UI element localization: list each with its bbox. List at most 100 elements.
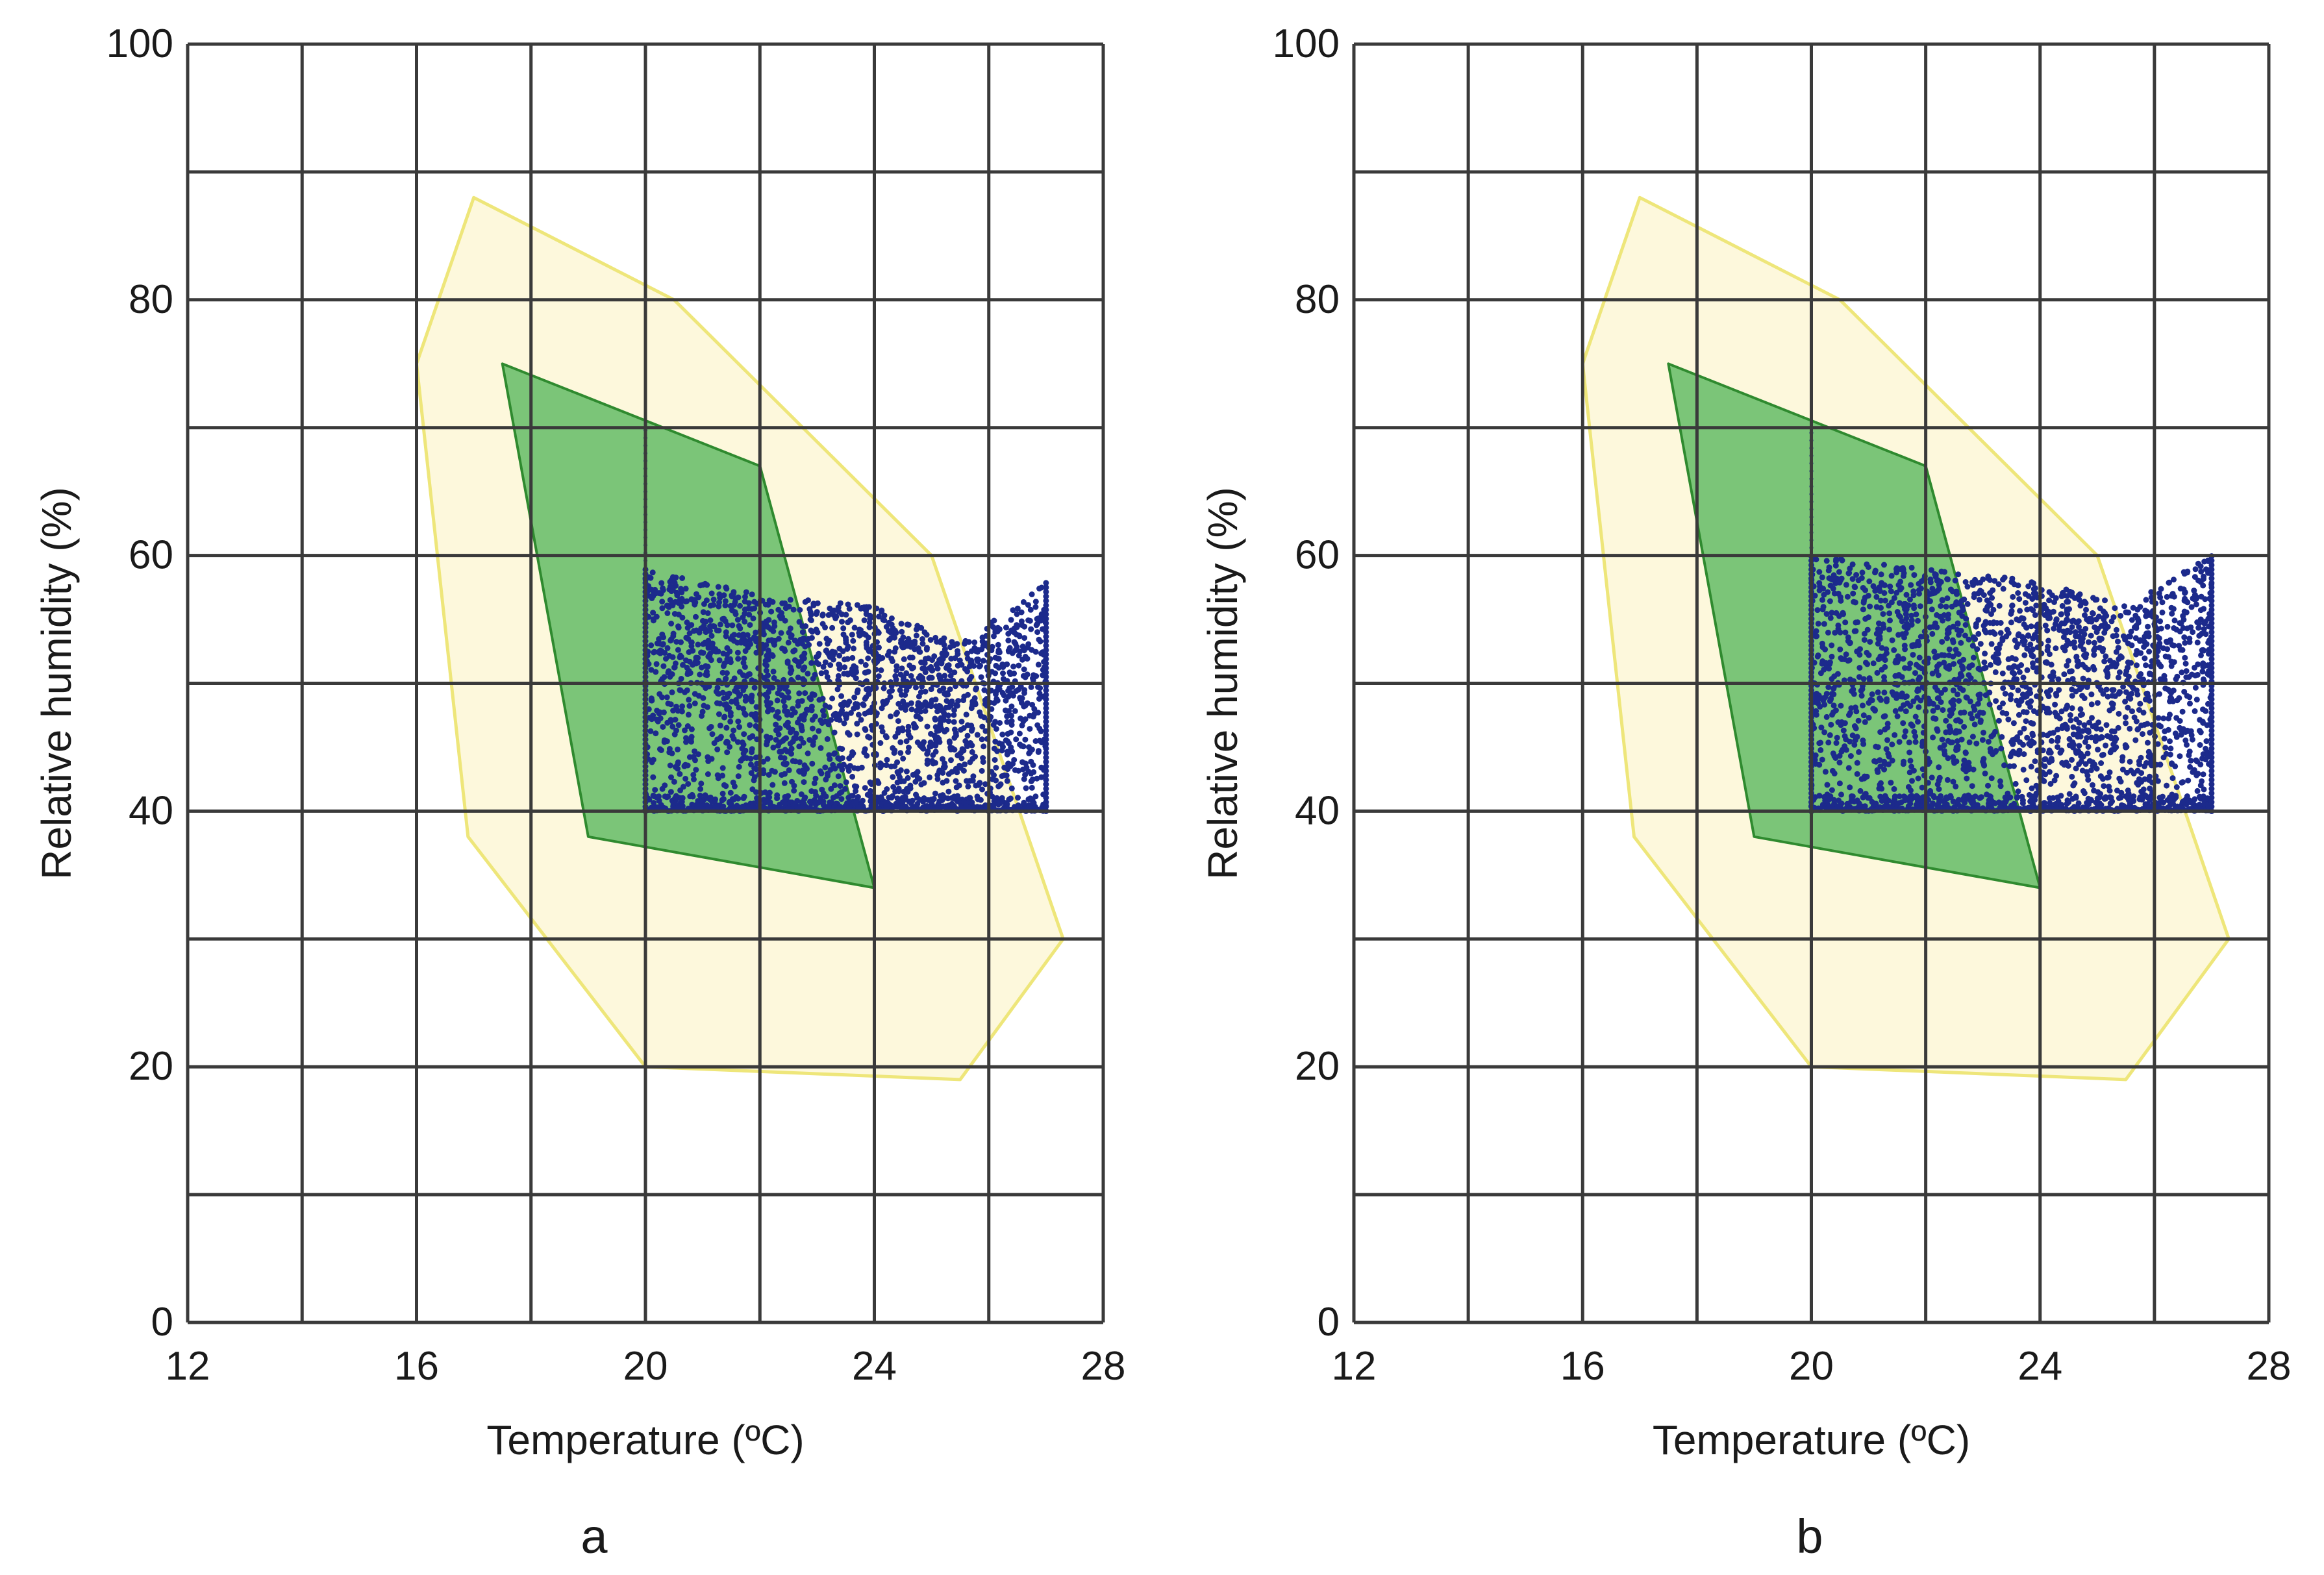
data-point [1911,605,1918,612]
data-point [1815,621,1821,627]
data-point [1866,715,1872,721]
data-point [2173,715,2180,721]
data-point [2105,693,2111,700]
data-point [1936,777,1942,784]
data-point [951,712,957,718]
data-point [2060,723,2066,729]
data-point [2077,706,2084,712]
data-point [2023,684,2029,690]
data-point [921,629,928,636]
data-point [838,796,845,802]
data-point [1821,621,1827,627]
data-point [1914,695,1920,701]
data-point [1851,741,1858,748]
data-point [790,706,796,712]
data-point [2081,722,2088,728]
data-point [1854,771,1860,777]
data-point [1913,611,1919,617]
data-point [2016,596,2023,602]
data-point [2045,691,2051,697]
data-point [2195,577,2201,584]
data-point [964,722,971,728]
data-point [2028,623,2034,630]
data-point [1043,642,1049,649]
data-point [1820,586,1827,592]
data-point [2055,744,2061,750]
data-point [2145,693,2151,700]
data-point [656,691,663,697]
data-point [1873,604,1880,610]
data-point [1008,785,1015,791]
data-point [684,723,691,729]
data-point [1951,661,1957,667]
data-point [1856,674,1862,680]
data-point [1043,598,1049,604]
data-point [2016,712,2022,718]
data-point [2101,783,2107,789]
data-point [949,698,955,704]
data-point [2155,778,2161,784]
data-point [2006,665,2012,671]
data-point [664,719,671,726]
data-point [2180,799,2186,805]
data-point [703,669,710,675]
data-point [1819,640,1825,647]
data-point [2133,718,2140,725]
data-point [1996,704,2003,711]
data-point [948,757,954,763]
data-point [2064,702,2070,709]
data-point [1901,734,1908,739]
data-point [2122,714,2129,721]
data-point [1892,732,1898,738]
data-point [705,771,711,777]
data-point [1870,706,1877,712]
data-point [2076,761,2082,767]
data-point [2025,583,2032,589]
data-point [1881,590,1888,596]
data-point [1014,624,1020,630]
data-point [1891,595,1897,601]
data-point [1007,671,1014,677]
data-point [1835,590,1842,597]
data-point [2112,605,2118,612]
data-point [2145,623,2151,630]
data-point [1889,637,1895,643]
data-point [1950,687,1956,693]
data-point [2044,627,2051,634]
data-point [823,669,829,676]
data-point [1872,588,1879,594]
data-point [2063,642,2069,649]
data-point [2049,738,2055,744]
data-point [772,769,778,775]
data-point [777,754,784,761]
data-point [2190,800,2196,807]
data-point [2186,636,2193,642]
data-point [674,592,681,599]
data-point [2016,617,2022,624]
data-point [1900,761,1906,767]
data-point [2125,673,2132,680]
data-point [1870,583,1877,589]
data-point [2104,733,2110,739]
data-point [1874,669,1880,676]
data-point [1018,609,1025,615]
data-point [748,770,755,776]
data-point [2109,693,2116,699]
data-point [671,664,677,671]
data-point [774,727,781,734]
data-point [982,728,989,734]
data-point [1997,778,2003,784]
data-point [943,651,950,657]
data-point [923,647,930,652]
data-point [838,611,845,617]
data-point [2116,689,2123,695]
data-point [2124,769,2130,776]
data-point [823,647,830,654]
data-point [929,667,935,674]
data-point [1985,782,1991,789]
data-point [2182,654,2188,661]
data-point [991,617,997,624]
data-point [2103,667,2109,674]
data-point [797,736,804,742]
